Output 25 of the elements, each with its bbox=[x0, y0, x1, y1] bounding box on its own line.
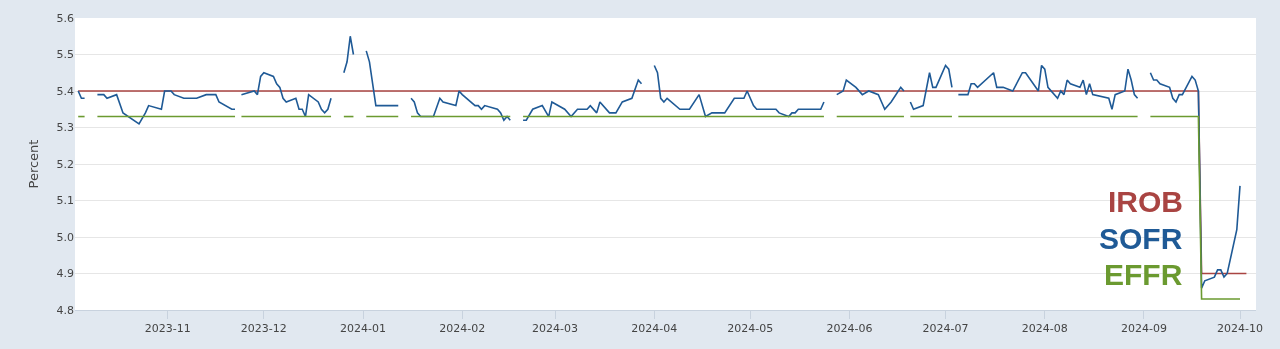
x-tick-label: 2024-07 bbox=[922, 322, 969, 336]
x-tick-label: 2023-12 bbox=[240, 322, 287, 336]
x-tick-label: 2024-09 bbox=[1121, 322, 1167, 336]
x-tick-label: 2024-10 bbox=[1217, 322, 1263, 336]
x-tick-label: 2024-01 bbox=[340, 322, 387, 336]
x-tick-label: 2024-06 bbox=[826, 322, 873, 336]
x-tick-label: 2024-05 bbox=[727, 322, 774, 336]
y-tick-label: 5.3 bbox=[56, 121, 74, 135]
y-tick-label: 5.4 bbox=[56, 84, 74, 98]
y-tick-label: 5.1 bbox=[56, 194, 74, 208]
x-tick-label: 2024-02 bbox=[439, 322, 486, 336]
x-tick-label: 2024-03 bbox=[532, 322, 579, 336]
y-tick-label: 4.8 bbox=[56, 303, 74, 317]
x-tick-label: 2024-08 bbox=[1021, 322, 1068, 336]
y-axis-title: Percent bbox=[26, 139, 42, 189]
x-tick-label: 2023-11 bbox=[144, 322, 191, 336]
y-tick-label: 5.6 bbox=[56, 11, 74, 25]
y-tick-label: 5.2 bbox=[56, 157, 74, 171]
y-tick-label: 5.0 bbox=[56, 230, 74, 244]
y-tick-label: 5.5 bbox=[56, 48, 74, 62]
series-label: EFFR bbox=[1104, 258, 1183, 291]
series-label: SOFR bbox=[1099, 222, 1183, 255]
series-label: IROB bbox=[1108, 185, 1183, 218]
y-tick-label: 4.9 bbox=[56, 267, 74, 281]
x-tick-label: 2024-04 bbox=[631, 322, 678, 336]
